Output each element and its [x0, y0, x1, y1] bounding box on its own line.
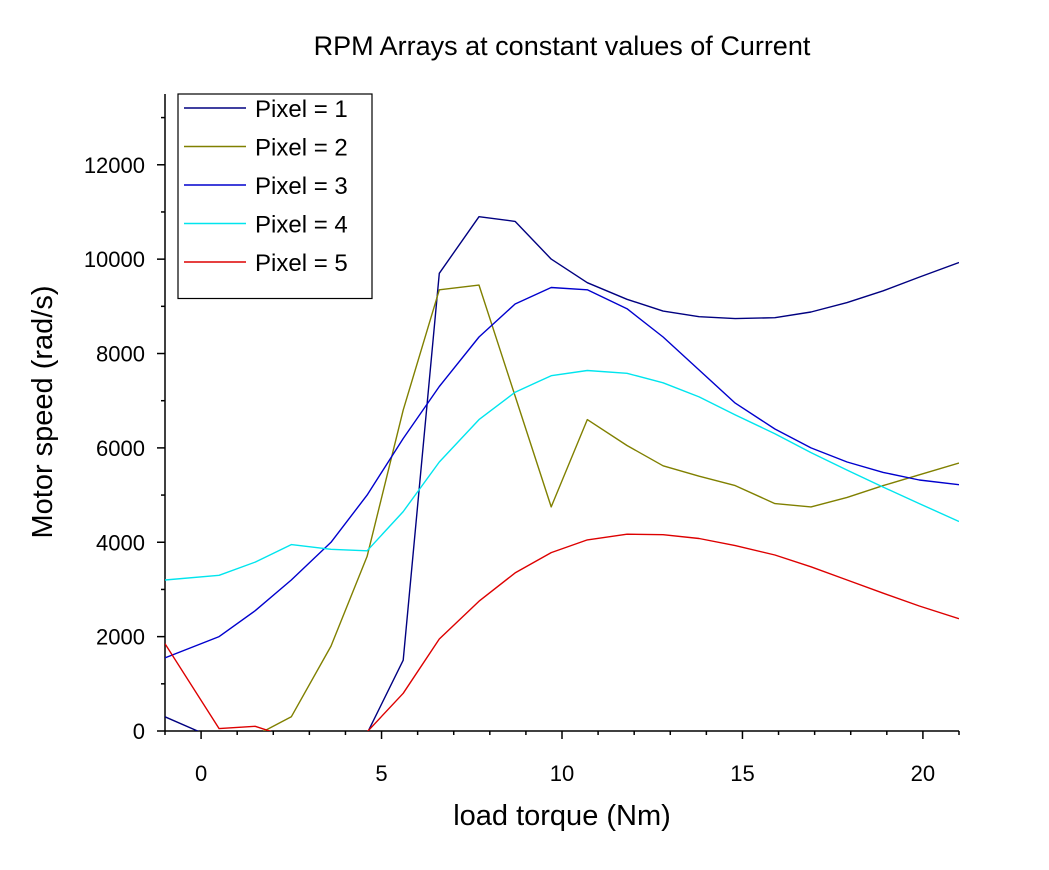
y-tick-label: 6000	[96, 436, 145, 461]
series-line-pixel-1	[165, 215, 959, 731]
y-tick-label: 4000	[96, 530, 145, 555]
series-line-pixel-2	[262, 284, 959, 731]
y-tick-label: 8000	[96, 342, 145, 367]
x-axis-title: load torque (Nm)	[453, 800, 671, 832]
y-tick-label: 12000	[84, 153, 145, 178]
axes: 0 2000 4000 6000 8000 10000 12000 0 5 10 15 20	[84, 94, 960, 786]
series-line-pixel-3	[165, 286, 959, 659]
x-tick-label: 10	[550, 761, 574, 786]
legend-label: Pixel = 1	[255, 96, 348, 123]
y-tick-label: 2000	[96, 625, 145, 650]
legend: Pixel = 1 Pixel = 2 Pixel = 3 Pixel = 4 Pixe…	[177, 93, 373, 300]
series-lines	[165, 215, 959, 731]
legend-label: Pixel = 5	[255, 250, 348, 277]
legend-label: Pixel = 3	[255, 173, 348, 200]
y-tick-label: 0	[133, 719, 145, 744]
chart-title: RPM Arrays at constant values of Current	[314, 31, 811, 61]
series-line-pixel-4	[165, 369, 959, 581]
x-tick-label: 5	[375, 761, 387, 786]
y-axis-title: Motor speed (rad/s)	[27, 285, 59, 538]
y-tick-label: 10000	[84, 247, 145, 272]
x-tick-label: 20	[911, 761, 935, 786]
legend-label: Pixel = 4	[255, 212, 348, 239]
series-line-pixel-5	[165, 533, 959, 731]
legend-label: Pixel = 2	[255, 135, 348, 162]
x-tick-label: 15	[730, 761, 754, 786]
legend-box	[177, 93, 373, 300]
x-tick-label: 0	[195, 761, 207, 786]
